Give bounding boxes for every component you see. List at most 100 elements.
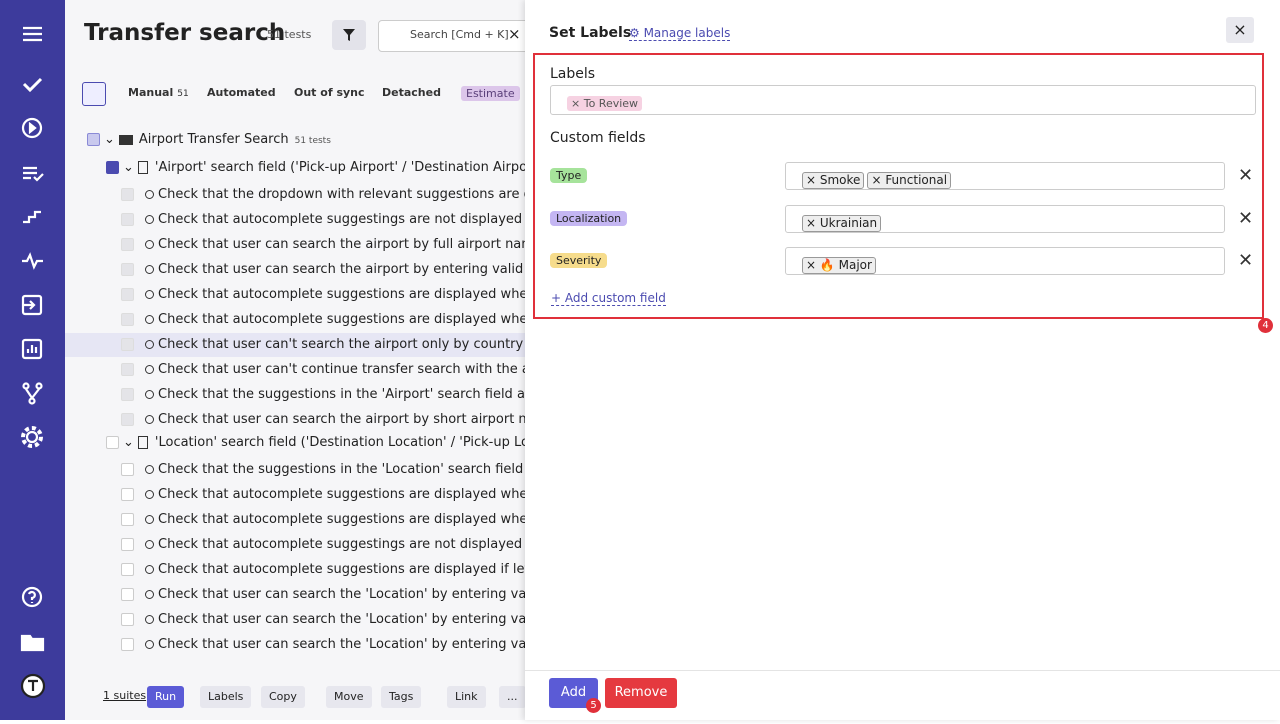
tab-label: Detached [382, 86, 441, 99]
checkbox[interactable] [121, 238, 134, 251]
tab[interactable]: Automated [207, 86, 276, 99]
group-row: ⌄ 'Location' search field ('Destination L… [65, 431, 525, 455]
toolbar-action[interactable]: Move [326, 686, 372, 708]
highlight-box [533, 53, 1264, 319]
step-badge: 4 [1258, 318, 1273, 333]
checkbox[interactable] [121, 213, 134, 226]
tab[interactable]: Out of sync [294, 86, 365, 99]
test-title[interactable]: Check that user can search the airport b… [158, 262, 525, 277]
remove-field[interactable]: ✕ [1238, 165, 1254, 186]
checkbox[interactable] [87, 133, 100, 146]
search-placeholder: Search [Cmd + K] [410, 28, 509, 41]
test-title[interactable]: Check that user can't continue transfer … [158, 362, 525, 377]
tab-label: Out of sync [294, 86, 365, 99]
add-custom-field[interactable]: + Add custom field [551, 291, 666, 306]
status-icon [145, 340, 154, 349]
remove-field[interactable]: ✕ [1238, 250, 1254, 271]
value-chip: × Smoke [802, 172, 865, 189]
test-row: Check that autocomplete suggestions are … [65, 508, 525, 532]
group-row: ⌄ 'Airport' search field ('Pick-up Airpor… [65, 156, 525, 180]
checkbox[interactable] [121, 513, 134, 526]
remove-field[interactable]: ✕ [1238, 207, 1254, 229]
label-chip: × To Review [567, 96, 643, 111]
checkbox[interactable] [121, 338, 134, 351]
tab[interactable]: Detached [382, 86, 441, 99]
checkbox[interactable] [121, 538, 134, 551]
field-select[interactable]: × Smoke × Functional [785, 162, 1225, 190]
test-title[interactable]: Check that autocomplete suggestions are … [158, 512, 525, 527]
checkbox[interactable] [121, 588, 134, 601]
tab-count: 51 [177, 89, 189, 99]
group-name[interactable]: 'Location' search field ('Destination Lo… [154, 435, 525, 450]
tab[interactable]: Estimate [461, 86, 520, 101]
manage-labels[interactable]: ⚙ Manage labels [629, 26, 731, 41]
test-title[interactable]: Check that user can't search the airport… [158, 337, 524, 352]
checkbox[interactable] [121, 363, 134, 376]
field-select[interactable]: × 🔥 Major [785, 247, 1225, 275]
chevron: ⌄ [123, 435, 134, 450]
toolbar-action[interactable]: Link [447, 686, 486, 708]
checkbox[interactable] [121, 388, 134, 401]
labels-select[interactable]: × To Review [550, 85, 1256, 115]
labels-heading: Labels [550, 66, 596, 82]
group-name[interactable]: 'Airport' search field ('Pick-up Airport… [154, 160, 525, 175]
checkbox[interactable] [121, 188, 134, 201]
test-title[interactable]: Check that autocomplete suggestions are … [158, 562, 525, 577]
checkbox[interactable] [121, 613, 134, 626]
field-select[interactable]: × Ukrainian [785, 204, 1225, 233]
test-row: Check that autocomplete suggestions are … [65, 308, 525, 332]
checkbox[interactable] [121, 463, 134, 476]
checkbox[interactable] [121, 313, 134, 326]
search-box[interactable]: Search [Cmd + K] × [378, 20, 525, 52]
close-button[interactable]: × [1226, 17, 1254, 43]
test-title[interactable]: Check that autocomplete suggestings are … [158, 212, 525, 227]
tab[interactable]: Manual 51 [128, 86, 189, 99]
test-title[interactable]: Check that the suggestions in the 'Airpo… [158, 387, 525, 402]
checkbox[interactable] [121, 488, 134, 501]
test-list-panel: Transfer search 51 tests Search [Cmd + K… [65, 0, 525, 720]
toolbar-action[interactable]: ... [499, 686, 525, 708]
test-title[interactable]: Check that user can search the 'Location… [158, 587, 525, 602]
bulk-select[interactable] [82, 82, 106, 106]
test-title[interactable]: Check that autocomplete suggestions are … [158, 287, 525, 302]
test-title[interactable]: Check that autocomplete suggestings are … [158, 537, 525, 552]
test-count: 51 tests [267, 28, 312, 41]
test-title[interactable]: Check that the dropdown with relevant su… [158, 187, 525, 202]
test-title[interactable]: Check that user can search the airport b… [158, 237, 525, 252]
suite-name[interactable]: Airport Transfer Search [138, 132, 289, 147]
test-title[interactable]: Check that autocomplete suggestions are … [158, 312, 525, 327]
status-icon [145, 565, 154, 574]
value-text: Smoke [819, 173, 861, 187]
test-title[interactable]: Check that user can search the 'Location… [158, 637, 525, 652]
checkbox[interactable] [121, 288, 134, 301]
selection-count[interactable]: 1 suites [103, 689, 147, 702]
toolbar-action[interactable]: Run [147, 686, 185, 708]
nav-icons [20, 26, 46, 699]
checkbox[interactable] [121, 638, 134, 651]
search-clear[interactable]: × [508, 25, 521, 43]
test-title[interactable]: Check that user can search the airport b… [158, 412, 525, 427]
toolbar-action[interactable]: Copy [261, 686, 305, 708]
checkbox[interactable] [121, 563, 134, 576]
status-icon [145, 615, 154, 624]
doc-icon [137, 161, 148, 174]
test-row: Check that autocomplete suggestings are … [65, 533, 525, 557]
checkbox[interactable] [106, 161, 119, 174]
checkbox[interactable] [106, 436, 119, 449]
test-row: Check that autocomplete suggestions are … [65, 283, 525, 307]
test-row: Check that the suggestions in the 'Locat… [65, 458, 525, 482]
value-text: 🔥 Major [819, 258, 872, 272]
test-row: Check that user can search the airport b… [65, 258, 525, 282]
filter-button[interactable] [332, 20, 366, 50]
checkbox[interactable] [121, 413, 134, 426]
status-icon [145, 390, 154, 399]
doc-icon [137, 436, 148, 449]
remove-button[interactable]: Remove [605, 678, 677, 708]
test-title[interactable]: Check that the suggestions in the 'Locat… [158, 462, 525, 477]
checkbox[interactable] [121, 263, 134, 276]
test-title[interactable]: Check that user can search the 'Location… [158, 612, 525, 627]
test-title[interactable]: Check that autocomplete suggestions are … [158, 487, 525, 502]
toolbar-action[interactable]: Tags [381, 686, 422, 708]
toolbar-action[interactable]: Labels [200, 686, 252, 708]
